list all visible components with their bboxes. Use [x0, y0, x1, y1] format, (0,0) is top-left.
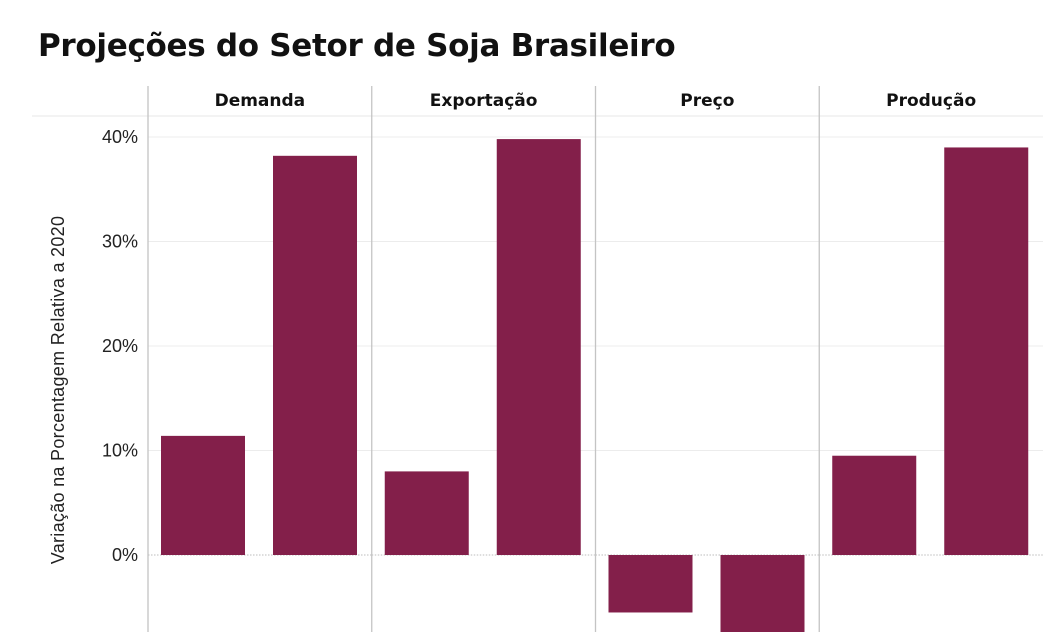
bar-preço-s1 — [608, 555, 693, 613]
bar-demanda-s2 — [273, 155, 357, 555]
bar-demanda-s1 — [161, 435, 245, 555]
facet-label-2: Preço — [680, 91, 734, 111]
facet-label-3: Produção — [886, 91, 976, 111]
y-tick-label-0: 0% — [112, 545, 138, 565]
bar-exportação-s1 — [384, 471, 469, 555]
bars-layer — [161, 139, 1029, 632]
facet-label-0: Demanda — [215, 91, 306, 111]
y-tick-label-20: 20% — [102, 336, 138, 356]
bar-produção-s1 — [832, 455, 917, 555]
bar-exportação-s2 — [496, 139, 581, 555]
y-tick-label-30: 30% — [102, 232, 138, 252]
facet-label-1: Exportação — [430, 91, 538, 111]
y-tick-label-40: 40% — [102, 127, 138, 147]
facet-frame — [32, 86, 1043, 632]
bar-produção-s2 — [944, 147, 1029, 555]
y-tick-label-10: 10% — [102, 441, 138, 461]
labels-layer: Demanda Exportação Preço Produção 0% 10% 20% 30… — [48, 91, 976, 565]
bar-preço-s2 — [720, 555, 805, 632]
y-axis-label: Variação na Porcentagem Relativa a 2020 — [48, 216, 68, 565]
chart-title: Projeções do Setor de Soja Brasileiro — [38, 28, 676, 64]
